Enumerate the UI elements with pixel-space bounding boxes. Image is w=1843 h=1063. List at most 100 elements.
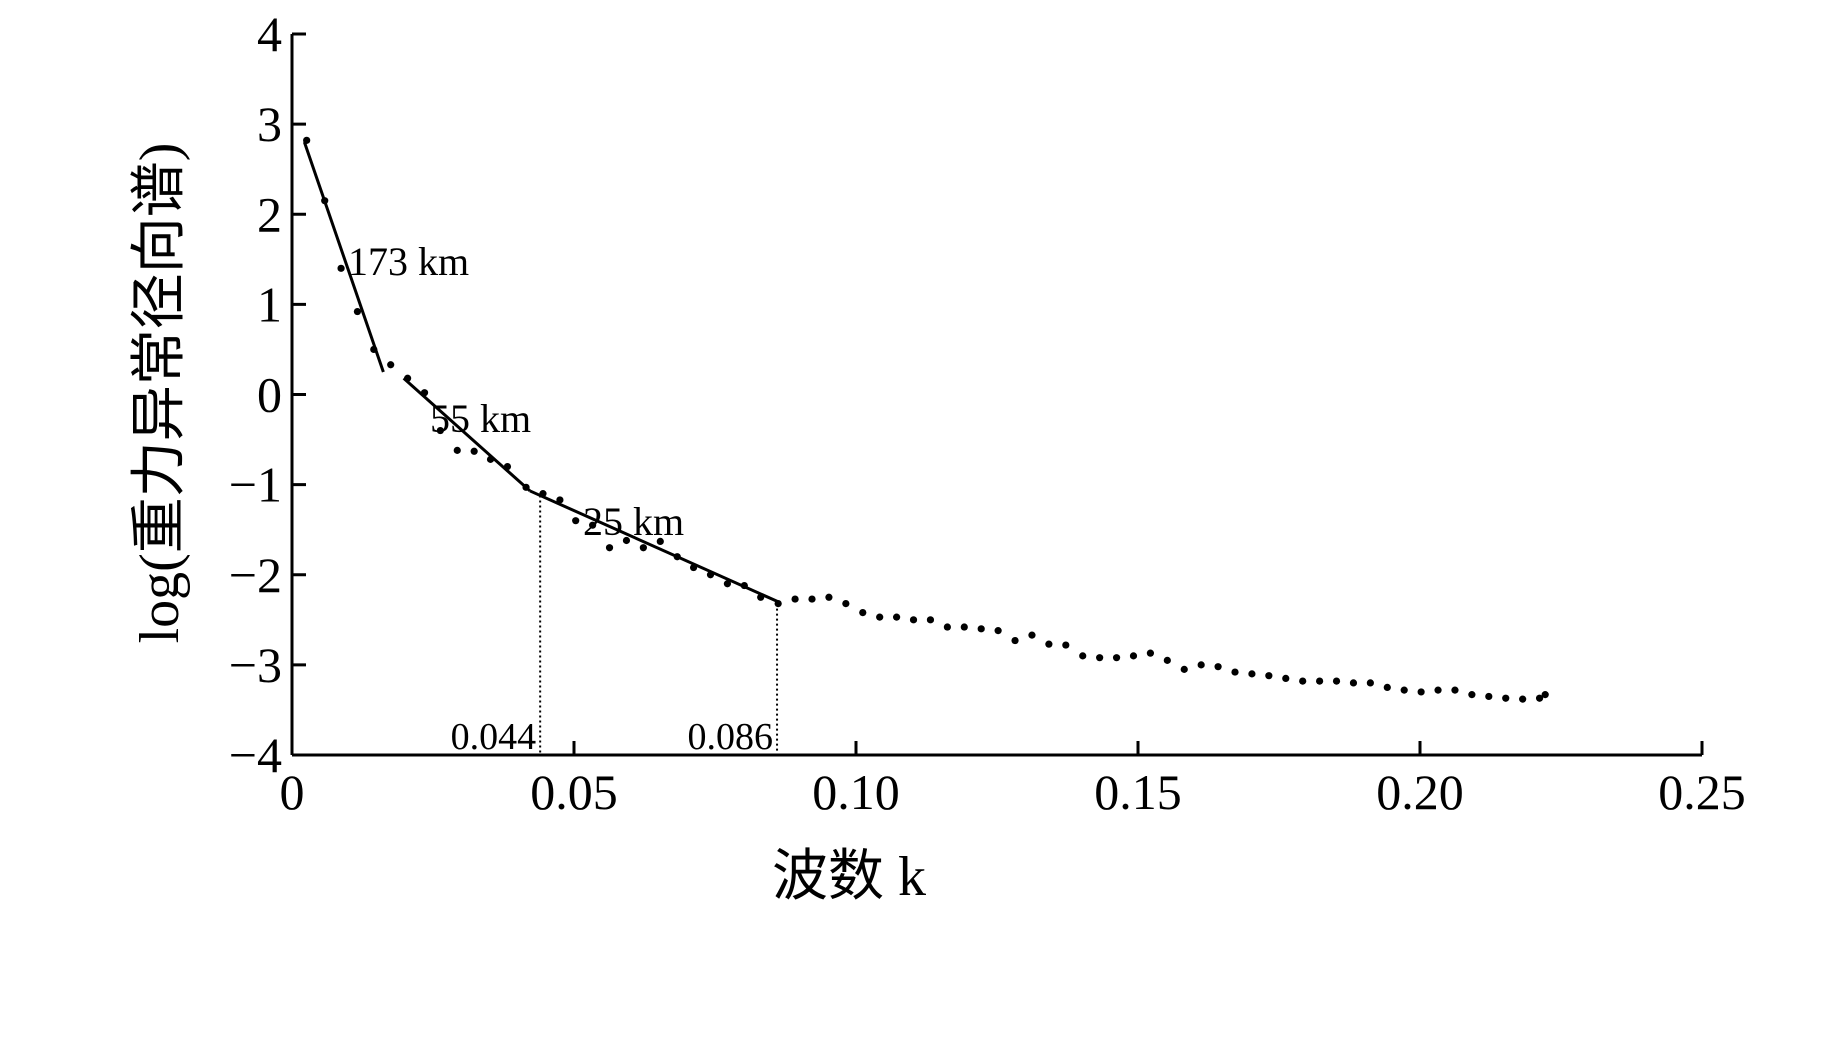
data-point [825,593,833,601]
data-point [859,609,867,617]
fit-segment-label: 25 km [583,499,684,544]
data-point [926,616,935,624]
data-point [387,361,395,369]
x-axis-title: 波数 k [772,846,926,908]
x-tick-label: 0.20 [1376,764,1464,820]
data-point [1079,652,1087,660]
data-point [791,595,799,603]
marker-label: 0.044 [451,716,537,758]
data-point [1485,692,1493,701]
fit-segment-label: 55 km [430,396,531,441]
data-point [1180,665,1188,673]
data-point [977,625,985,633]
data-point [436,426,444,435]
data-point [1299,677,1307,685]
data-point [1417,688,1425,696]
data-point [689,563,698,572]
data-point [622,536,631,545]
data-point [353,307,362,316]
data-point [723,580,732,588]
data-point [774,599,782,608]
data-point [337,264,345,272]
marker-label: 0.086 [688,716,774,758]
data-point [1146,649,1155,657]
data-point [656,537,664,546]
y-axis-title: log(重力异常径向谱) [129,143,191,644]
data-point [572,517,580,525]
x-tick-label: 0 [280,764,305,820]
y-tick-label: −1 [229,457,282,513]
y-tick-label: 1 [257,276,282,332]
data-point [943,623,951,631]
data-point [1265,672,1273,680]
x-tick-label: 0.05 [530,764,618,820]
fit-segment [302,141,385,373]
data-point [303,136,311,144]
data-point [1451,686,1459,694]
data-point [1011,636,1019,645]
data-point [960,623,968,631]
data-point [1231,668,1239,676]
data-point [673,553,681,561]
data-point [893,613,901,621]
x-tick-label: 0.15 [1094,764,1182,820]
data-point [1197,661,1205,669]
data-point [1535,694,1544,702]
data-point [1332,677,1341,685]
data-point [503,463,512,471]
data-point [420,389,429,397]
data-point [876,613,884,621]
data-point [1129,652,1138,660]
data-point [1349,679,1358,687]
data-point [1502,694,1510,702]
y-tick-label: −3 [229,637,282,693]
y-tick-label: −4 [229,727,282,783]
data-point [1045,640,1053,648]
data-point [556,496,564,504]
data-point [486,455,495,463]
data-point [706,571,715,579]
data-point [1214,663,1222,671]
data-point [1112,654,1121,662]
data-point [1519,695,1527,703]
data-point [1163,656,1171,664]
data-point [1028,631,1036,639]
data-point [1541,691,1549,699]
data-point [589,521,597,529]
data-point [808,595,816,603]
y-tick-label: 2 [257,186,282,242]
fit-segment [529,489,779,604]
y-tick-label: 4 [257,6,282,62]
data-point [1366,679,1374,687]
data-point [740,581,748,590]
data-point [453,446,461,454]
data-point [404,374,412,382]
data-point [1096,654,1104,662]
data-point [522,483,530,491]
data-point [1282,674,1290,682]
data-point [1400,686,1408,694]
x-tick-label: 0.25 [1658,764,1746,820]
data-point [1062,641,1070,649]
data-point [757,593,765,601]
data-point [370,345,378,354]
data-point [842,599,850,608]
data-point [1316,677,1324,685]
y-tick-label: 0 [257,367,282,423]
fit-segment-label: 173 km [348,239,469,284]
data-point [994,627,1002,635]
data-point [1383,683,1391,692]
y-tick-label: 3 [257,96,282,152]
data-point [321,197,329,205]
data-point [1248,670,1256,678]
data-point [1468,691,1476,699]
data-point [639,544,647,552]
data-point [1434,686,1442,694]
data-point [909,616,918,624]
data-point [605,544,614,552]
data-point [470,447,478,455]
y-tick-label: −2 [229,547,282,603]
